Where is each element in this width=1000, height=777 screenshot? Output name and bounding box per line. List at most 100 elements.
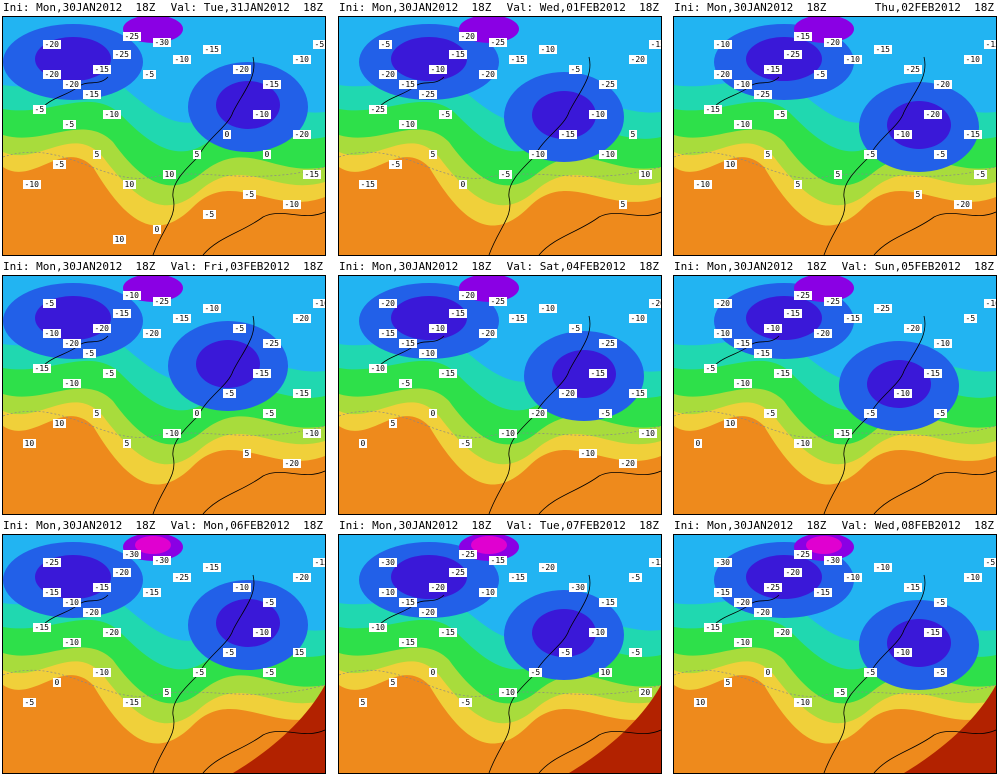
isotherm-value: -20 <box>776 628 791 637</box>
isotherm-value-label: -5 <box>529 668 542 677</box>
isotherm-value-label: -20 <box>293 573 311 582</box>
isotherm-value: 5 <box>726 678 731 687</box>
isotherm-value: -15 <box>986 40 997 49</box>
map-canvas: -20 -20 -25 -15 -10 -15 -15 -10 -10 -5 -15 -20 -15 -1… <box>339 276 661 514</box>
isotherm-value-label: -5 <box>143 70 156 79</box>
isotherm-value: -30 <box>571 583 586 592</box>
isotherm-value-label: -10 <box>283 200 301 209</box>
isotherm-value: -25 <box>826 297 841 306</box>
isotherm-value-label: -5 <box>704 364 717 373</box>
isotherm-value: -20 <box>816 329 831 338</box>
isotherm-value: -20 <box>461 291 476 300</box>
isotherm-value: -5 <box>936 598 946 607</box>
isotherm-value-label: 0 <box>153 225 161 234</box>
isotherm-value-label: -20 <box>43 70 61 79</box>
isotherm-value-label: -10 <box>734 379 752 388</box>
panel-header: Ini: Mon,30JAN2012 18Z Val: Wed,08FEB2012… <box>671 518 997 534</box>
isotherm-value-label: -20 <box>824 38 842 47</box>
isotherm-value-label: -15 <box>649 558 661 567</box>
isotherm-value-label: -15 <box>303 170 321 179</box>
isotherm-value: -15 <box>441 369 456 378</box>
isotherm-value-label: -15 <box>754 349 772 358</box>
isotherm-value-label: -25 <box>904 65 922 74</box>
isotherm-value-label: -20 <box>93 324 111 333</box>
isotherm-value: -15 <box>491 556 506 565</box>
isotherm-value: 5 <box>95 150 100 159</box>
isotherm-value: -10 <box>255 110 270 119</box>
isotherm-value-label: -10 <box>844 55 862 64</box>
isotherm-value-label: -10 <box>123 291 141 300</box>
isotherm-value: -5 <box>601 409 611 418</box>
isotherm-value-label: -10 <box>984 299 996 308</box>
isotherm-value: -20 <box>285 459 300 468</box>
isotherm-value: -20 <box>716 299 731 308</box>
isotherm-value-label: 5 <box>123 439 131 448</box>
isotherm-value: -5 <box>401 379 411 388</box>
isotherm-value: -10 <box>896 389 911 398</box>
isotherm-value-label: -15 <box>599 598 617 607</box>
isotherm-value-label: -5 <box>569 324 582 333</box>
isotherm-value: 0 <box>431 668 436 677</box>
isotherm-value: -30 <box>155 556 170 565</box>
isotherm-value-label: 10 <box>123 180 136 189</box>
panel-header: Ini: Mon,30JAN2012 18Z Val: Sat,04FEB2012… <box>336 259 662 275</box>
isotherm-value: 10 <box>726 160 736 169</box>
isotherm-value: -25 <box>796 291 811 300</box>
forecast-panel: Ini: Mon,30JAN2012 18Z Val: Fri,03FEB2012… <box>0 259 326 515</box>
isotherm-value-label: 5 <box>193 150 201 159</box>
isotherm-value: 10 <box>165 170 175 179</box>
map-canvas: -10 -15 -20 -25 -15 -10 -20 -25 -15 -10 -5 -5 -10 -15… <box>674 17 996 255</box>
isotherm-value-label: -10 <box>714 40 732 49</box>
isotherm-value: -10 <box>966 573 981 582</box>
isotherm-value-label: -10 <box>794 698 812 707</box>
isotherm-value: -5 <box>706 364 716 373</box>
isotherm-value: -10 <box>295 55 310 64</box>
isotherm-value: -10 <box>736 120 751 129</box>
isotherm-value-label: -25 <box>794 291 812 300</box>
isotherm-value: 5 <box>165 688 170 697</box>
isotherm-value-label: -15 <box>489 556 507 565</box>
isotherm-value-label: 10 <box>724 160 737 169</box>
temperature-map: -20 -25 -25 -15 -10 -15 -10 -15 -5 -10 -15 -20 -15 -2… <box>673 275 997 515</box>
temperature-map: -30 -25 -15 -25 -20 -15 -10 -20 -10 -15 -15 -10 -15-… <box>338 534 662 774</box>
isotherm-value-label: -15 <box>924 369 942 378</box>
isotherm-value: -10 <box>696 180 711 189</box>
isotherm-value-label: 5 <box>429 150 437 159</box>
isotherm-value-label: 0 <box>193 409 201 418</box>
temperature-map: -20 -25 -30 -25 -15 -20 -20 -15 -5 -5 -10 -5 -10 -15-… <box>2 16 326 256</box>
isotherm-value: -15 <box>381 329 396 338</box>
isotherm-value-label: -5 <box>263 668 276 677</box>
isotherm-value-label: -5 <box>629 573 642 582</box>
isotherm-value-label: -25 <box>599 80 617 89</box>
isotherm-value-label: -15 <box>794 32 812 41</box>
isotherm-value: -20 <box>95 324 110 333</box>
valid-time: Val: Wed,01FEB2012 18Z <box>506 1 659 14</box>
isotherm-value: -15 <box>926 628 941 637</box>
isotherm-value-label: -20 <box>429 583 447 592</box>
isotherm-value-label: -20 <box>734 598 752 607</box>
isotherm-value: -30 <box>155 38 170 47</box>
isotherm-value: 0 <box>696 439 701 448</box>
isotherm-value-label: -5 <box>984 558 996 567</box>
isotherm-value: -25 <box>265 339 280 348</box>
isotherm-value-label: -20 <box>539 563 557 572</box>
isotherm-value-label: -15 <box>93 583 111 592</box>
isotherm-value: -15 <box>706 623 721 632</box>
isotherm-value-label: 0 <box>429 668 437 677</box>
isotherm-value: -20 <box>65 339 80 348</box>
isotherm-value-label: 5 <box>794 180 802 189</box>
isotherm-value: -25 <box>125 32 140 41</box>
isotherm-value-label: -15 <box>293 389 311 398</box>
isotherm-value-label: -15 <box>629 389 647 398</box>
isotherm-value: 5 <box>796 180 801 189</box>
isotherm-value-label: -20 <box>754 608 772 617</box>
isotherm-value: -10 <box>65 598 80 607</box>
isotherm-value: -10 <box>65 379 80 388</box>
isotherm-value-label: -25 <box>43 558 61 567</box>
isotherm-value-label: -10 <box>794 439 812 448</box>
isotherm-value: -15 <box>95 583 110 592</box>
init-time: Ini: Mon,30JAN2012 18Z <box>674 260 827 273</box>
isotherm-value-label: -25 <box>794 550 812 559</box>
isotherm-value-label: -10 <box>539 304 557 313</box>
isotherm-value: -25 <box>601 339 616 348</box>
